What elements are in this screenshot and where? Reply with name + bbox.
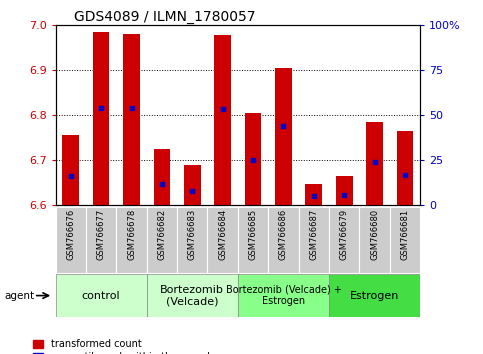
Text: GSM766685: GSM766685 xyxy=(249,209,257,260)
Text: GDS4089 / ILMN_1780057: GDS4089 / ILMN_1780057 xyxy=(74,10,256,24)
Bar xyxy=(238,274,329,317)
Text: GSM766683: GSM766683 xyxy=(188,209,197,260)
Bar xyxy=(184,165,200,205)
Bar xyxy=(177,207,208,273)
Bar xyxy=(116,207,147,273)
Bar xyxy=(305,184,322,205)
Bar xyxy=(154,149,170,205)
Text: Bortezomib
(Velcade): Bortezomib (Velcade) xyxy=(160,285,224,307)
Text: GSM766684: GSM766684 xyxy=(218,209,227,260)
Text: GSM766686: GSM766686 xyxy=(279,209,288,260)
Text: GSM766677: GSM766677 xyxy=(97,209,106,260)
Bar xyxy=(329,274,420,317)
Bar xyxy=(86,207,116,273)
Text: GSM766679: GSM766679 xyxy=(340,209,349,260)
Bar xyxy=(268,207,298,273)
Text: GSM766681: GSM766681 xyxy=(400,209,410,260)
Bar xyxy=(275,68,292,205)
Bar xyxy=(56,207,86,273)
Bar xyxy=(123,34,140,205)
Bar xyxy=(329,207,359,273)
Bar xyxy=(238,207,268,273)
Legend: transformed count, percentile rank within the sample: transformed count, percentile rank withi… xyxy=(33,339,216,354)
Bar xyxy=(214,35,231,205)
Text: GSM766687: GSM766687 xyxy=(309,209,318,260)
Bar xyxy=(62,135,79,205)
Bar xyxy=(147,274,238,317)
Text: Estrogen: Estrogen xyxy=(350,291,399,301)
Bar xyxy=(93,32,110,205)
Bar xyxy=(359,207,390,273)
Bar xyxy=(245,113,261,205)
Text: GSM766678: GSM766678 xyxy=(127,209,136,260)
Bar xyxy=(298,207,329,273)
Bar xyxy=(336,176,353,205)
Bar xyxy=(208,207,238,273)
Text: GSM766682: GSM766682 xyxy=(157,209,167,260)
Bar xyxy=(397,131,413,205)
Text: agent: agent xyxy=(5,291,35,301)
Bar xyxy=(147,207,177,273)
Text: GSM766680: GSM766680 xyxy=(370,209,379,260)
Text: Bortezomib (Velcade) +
Estrogen: Bortezomib (Velcade) + Estrogen xyxy=(226,285,341,307)
Text: control: control xyxy=(82,291,120,301)
Bar xyxy=(56,274,147,317)
Bar xyxy=(366,122,383,205)
Bar xyxy=(390,207,420,273)
Text: GSM766676: GSM766676 xyxy=(66,209,75,260)
